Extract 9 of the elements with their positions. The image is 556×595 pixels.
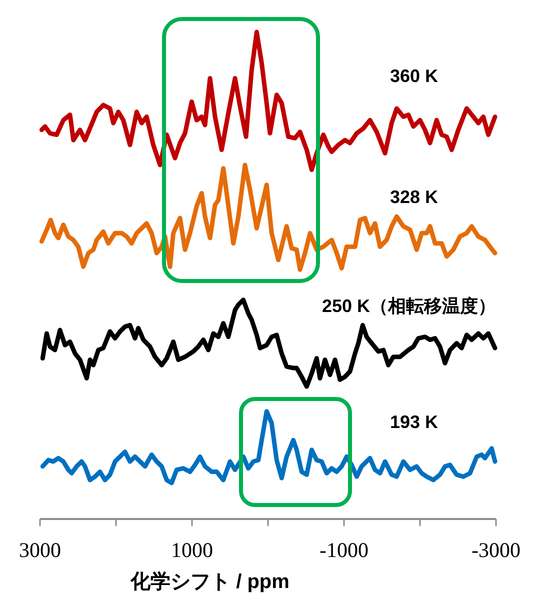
series-label: 328 K [390, 187, 438, 207]
series-label: 360 K [390, 66, 438, 86]
x-tick-label: -1000 [320, 538, 368, 562]
x-tick-label: -3000 [472, 538, 520, 562]
series-label: 250 K（相転移温度） [322, 296, 496, 316]
x-axis-title: 化学シフト / ppm [130, 571, 290, 593]
x-tick-label: 3000 [19, 538, 61, 562]
x-tick-label: 1000 [171, 538, 213, 562]
series-label: 193 K [390, 412, 438, 432]
